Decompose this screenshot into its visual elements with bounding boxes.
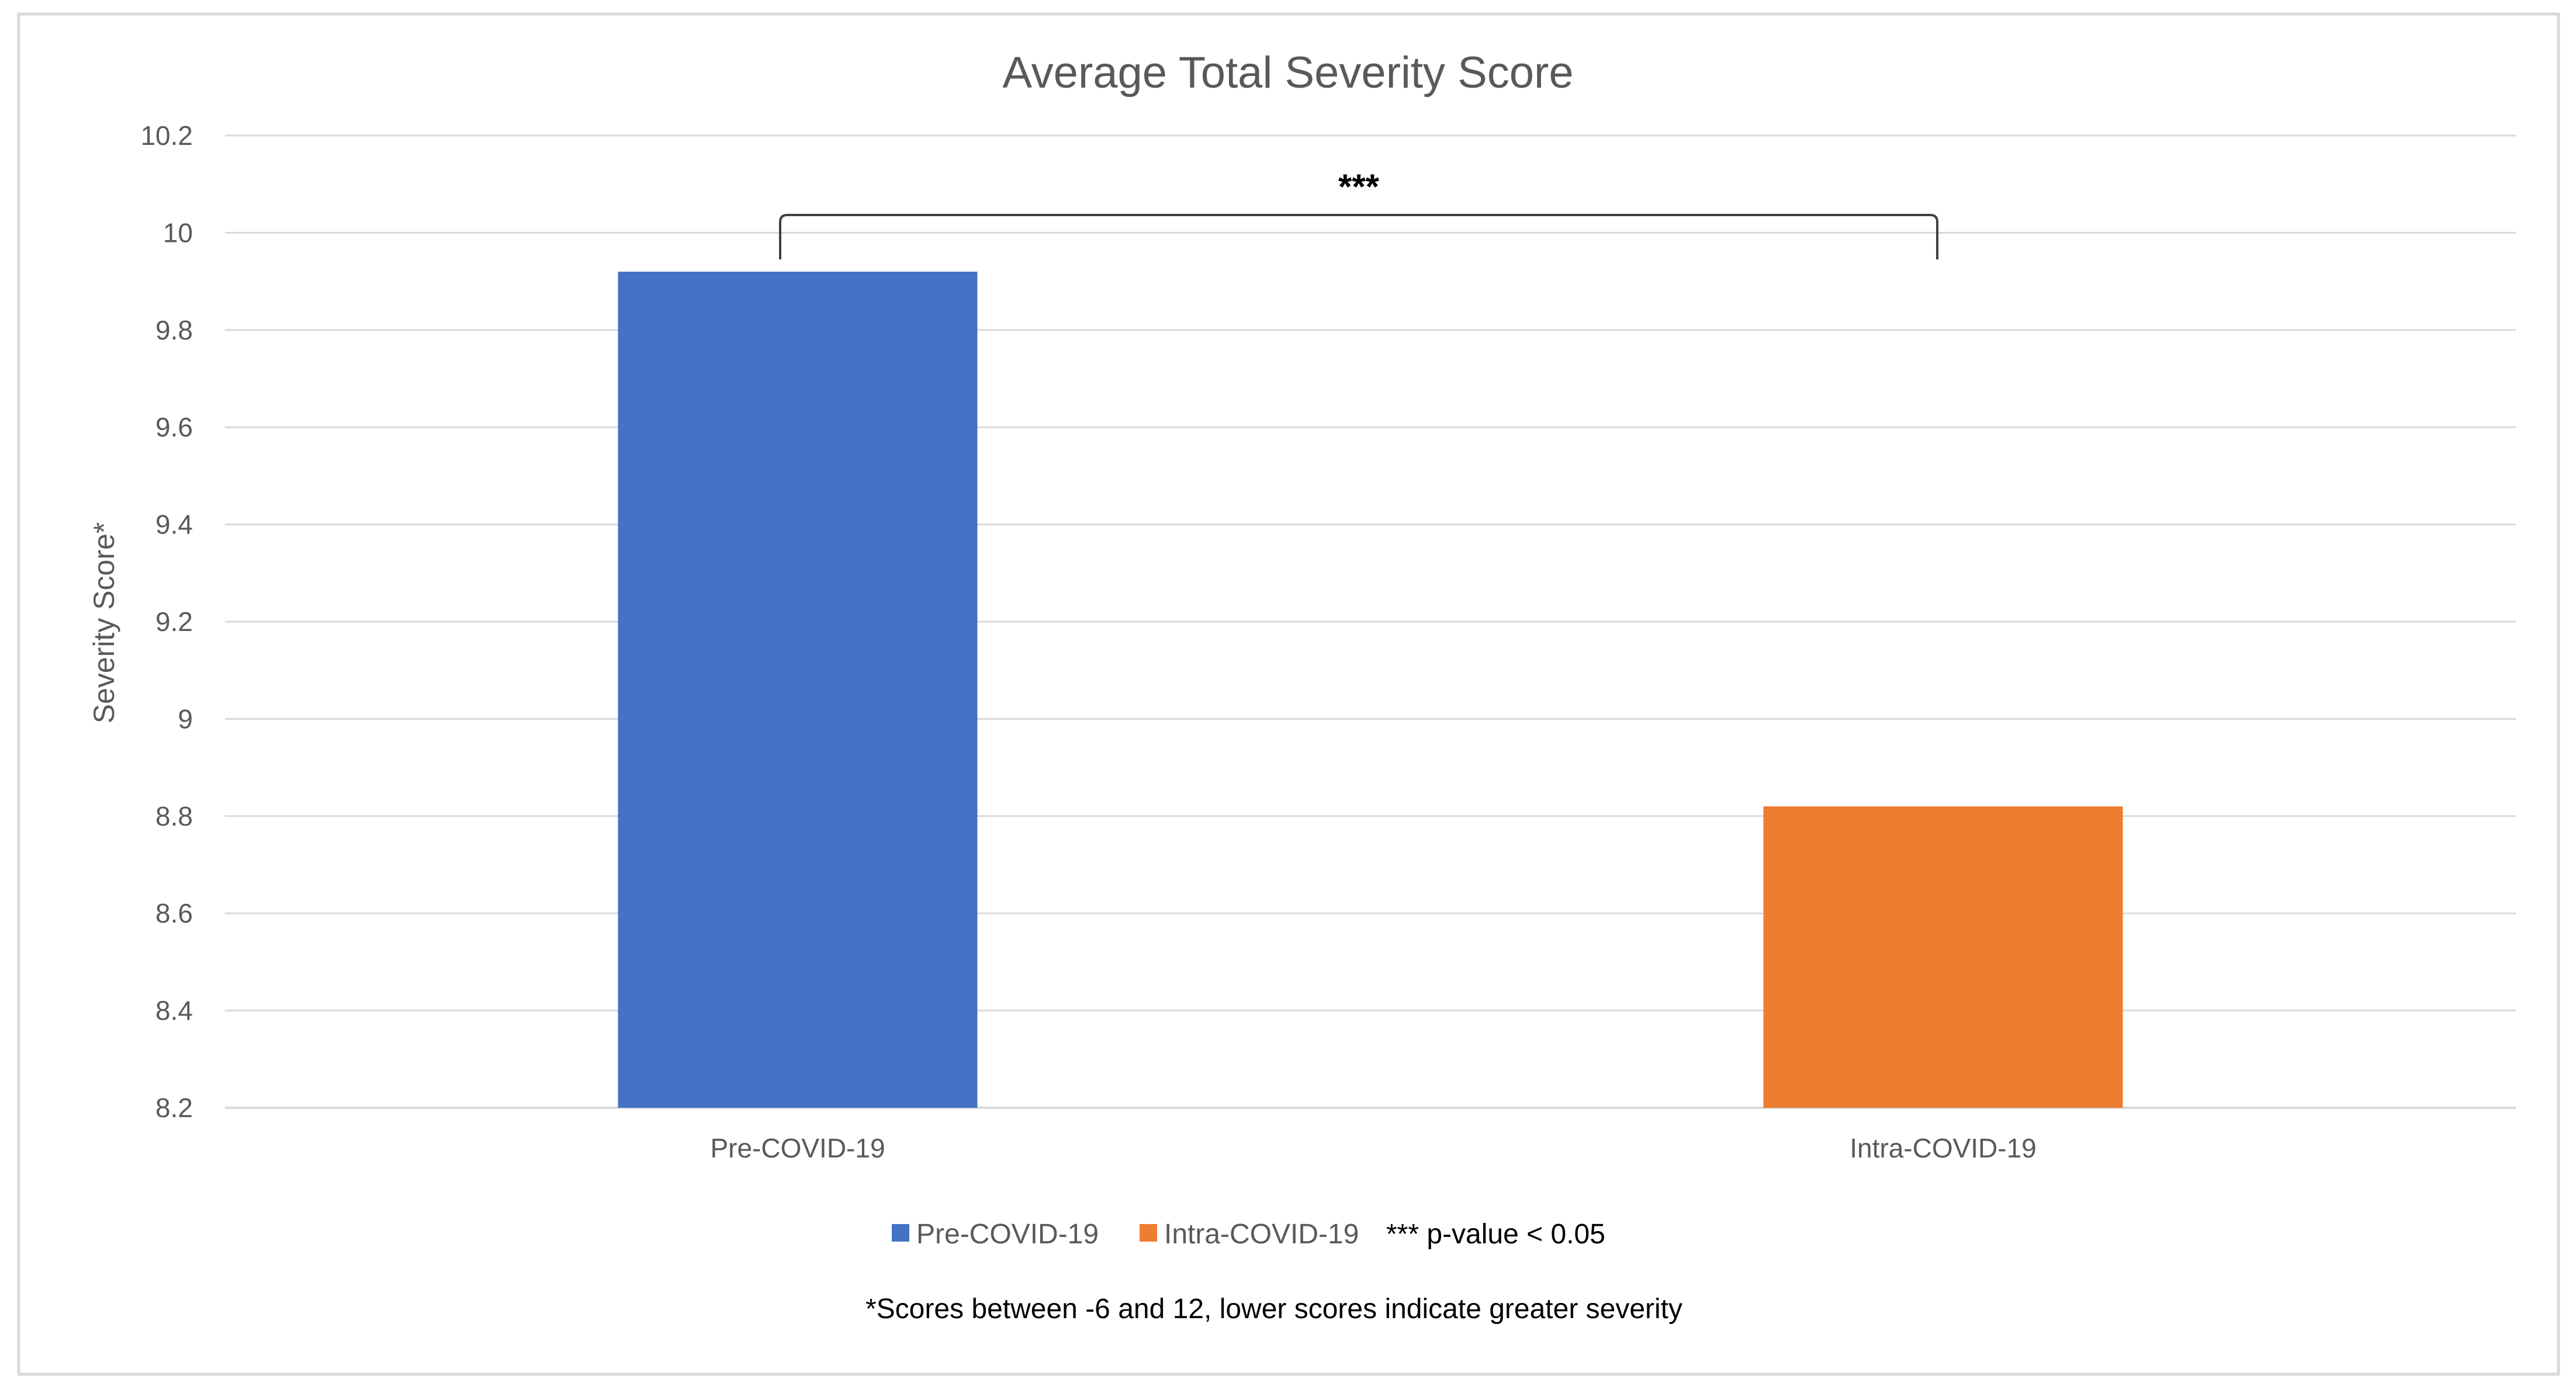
y-tick-label: 9.4: [155, 509, 193, 540]
y-tick-label: 10.2: [140, 120, 193, 151]
bar-intra-covid-19: [1763, 806, 2123, 1108]
x-tick-label: Intra-COVID-19: [1850, 1133, 2037, 1163]
y-axis-label: Severity Score*: [88, 522, 120, 724]
bars: [618, 271, 2123, 1108]
y-tick-label: 8.8: [155, 801, 193, 831]
bar-pre-covid-19: [618, 271, 978, 1108]
x-axis-ticks: Pre-COVID-19 Intra-COVID-19: [710, 1133, 2036, 1163]
x-tick-label: Pre-COVID-19: [710, 1133, 885, 1163]
legend-label-pre-covid: Pre-COVID-19: [916, 1219, 1099, 1250]
legend-swatch-pre-covid: [892, 1224, 909, 1242]
chart-footnote: *Scores between -6 and 12, lower scores …: [865, 1294, 1682, 1325]
y-tick-label: 8.2: [155, 1093, 193, 1123]
y-tick-label: 9.2: [155, 606, 193, 637]
significance-bracket: [779, 214, 1938, 259]
legend-label-intra-covid: Intra-COVID-19: [1164, 1219, 1359, 1250]
y-tick-label: 9.6: [155, 412, 193, 442]
y-tick-label: 10: [163, 217, 193, 248]
y-tick-label: 8.4: [155, 996, 193, 1026]
y-tick-label: 9: [178, 703, 193, 734]
legend-swatch-intra-covid: [1140, 1224, 1157, 1242]
y-tick-label: 9.8: [155, 315, 193, 345]
legend: Pre-COVID-19 Intra-COVID-19 *** p-value …: [892, 1219, 1605, 1250]
y-axis-ticks: 10.2 10 9.8 9.6 9.4 9.2 9 8.8 8.6 8.4 8.2: [140, 120, 193, 1123]
chart-title: Average Total Severity Score: [1002, 48, 1573, 98]
y-tick-label: 8.6: [155, 898, 193, 928]
legend-pvalue-note: *** p-value < 0.05: [1386, 1219, 1605, 1250]
gridlines: [225, 134, 2516, 1109]
significance-stars: ***: [1338, 167, 1380, 206]
chart-frame: [17, 12, 2560, 1376]
